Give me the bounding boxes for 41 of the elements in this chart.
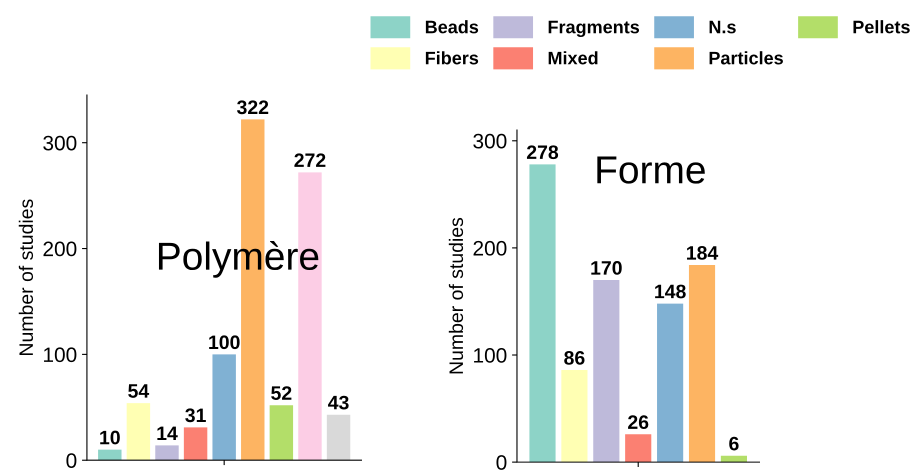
legend-label: Fragments: [548, 20, 640, 38]
data-label: 278: [526, 145, 558, 160]
data-label: 272: [294, 153, 326, 167]
bar: [212, 354, 236, 460]
y-tick-label: 0: [496, 455, 506, 470]
data-label: 31: [185, 408, 206, 422]
annotation: Forme: [597, 156, 705, 184]
data-label: 86: [564, 351, 585, 365]
bar: [184, 427, 208, 460]
legend-label: Particles: [710, 51, 783, 64]
legend-label: Pellets: [853, 20, 910, 34]
legend-label: Beads: [426, 20, 478, 34]
data-label: 170: [591, 261, 622, 275]
y-tick-label: 100: [474, 348, 506, 363]
y-tick-label: 300: [473, 134, 506, 149]
y-tick-label: 0: [66, 453, 76, 468]
y-tick-label: 100: [44, 347, 76, 362]
y-axis-title: Number of studies: [18, 199, 34, 355]
legend-label: Mixed: [548, 51, 598, 64]
data-label: 6: [729, 436, 739, 450]
data-label: 14: [157, 426, 178, 440]
y-tick-label: 300: [43, 136, 76, 150]
bar: [270, 405, 294, 460]
y-axis-title: Number of studies: [448, 218, 464, 374]
data-label: 26: [628, 415, 648, 430]
bar: [126, 403, 150, 460]
data-label: 322: [236, 100, 268, 114]
y-tick-label: 200: [43, 242, 76, 256]
bar: [155, 445, 179, 460]
data-label: 10: [100, 430, 120, 444]
bar: [98, 450, 122, 460]
data-label: 148: [655, 284, 686, 298]
data-label: 43: [328, 396, 349, 410]
data-label: 100: [209, 335, 240, 350]
legend-label: Fibers: [426, 51, 478, 64]
data-label: 54: [128, 384, 150, 398]
data-label: 184: [687, 246, 718, 260]
bar: [326, 414, 350, 460]
y-tick-label: 200: [474, 240, 506, 256]
data-label: 52: [271, 386, 292, 400]
legend-label: N.s: [710, 20, 736, 34]
